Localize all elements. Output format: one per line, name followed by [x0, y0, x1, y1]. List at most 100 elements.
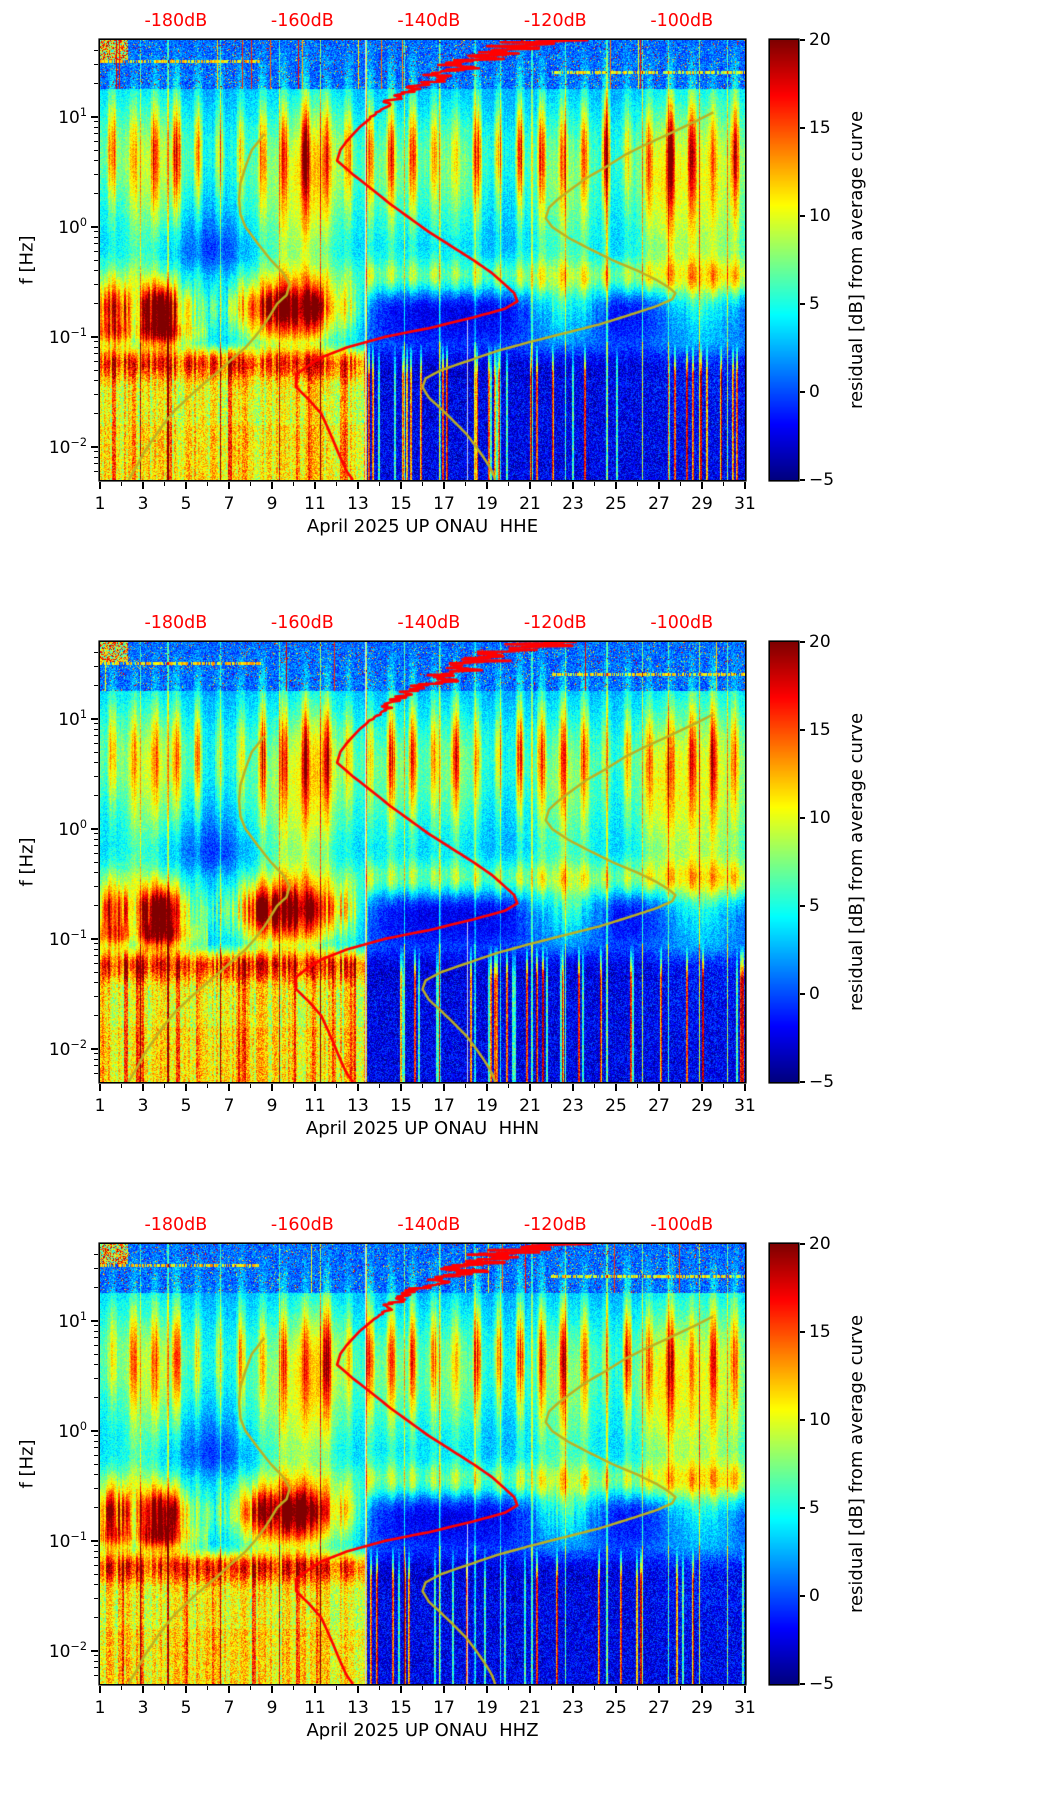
y-minor-tick — [94, 1573, 99, 1575]
y-minor-tick — [94, 775, 99, 777]
y-major-tick — [91, 116, 99, 118]
x-major-tick — [314, 481, 316, 489]
colorbar-label: residual [dB] from average curve — [846, 110, 867, 410]
top-axis-tick-label: -120dB — [523, 11, 587, 31]
y-minor-tick — [94, 259, 99, 261]
x-tick-label: 27 — [648, 1698, 670, 1718]
x-minor-tick — [293, 1083, 294, 1088]
x-minor-tick — [250, 1083, 251, 1088]
top-axis-tick-label: -160dB — [270, 613, 334, 633]
y-minor-tick — [94, 1344, 99, 1346]
y-minor-tick — [94, 1655, 99, 1657]
top-axis-tick-label: -180dB — [144, 613, 208, 633]
top-axis-tick-label: -120dB — [523, 613, 587, 633]
y-axis-label: f [Hz] — [16, 1439, 38, 1489]
y-minor-tick — [94, 905, 99, 907]
x-minor-tick — [207, 481, 208, 486]
colorbar-canvas — [770, 642, 798, 1082]
y-minor-tick — [94, 1474, 99, 1476]
x-minor-tick — [250, 1685, 251, 1690]
y-minor-tick — [94, 971, 99, 973]
top-axis-tick-label: -100dB — [650, 11, 714, 31]
y-minor-tick — [94, 1254, 99, 1256]
x-tick-label: 13 — [347, 1096, 369, 1116]
x-major-tick — [228, 481, 230, 489]
y-tick-label: 101 — [58, 106, 87, 128]
y-tick-label: 10−2 — [48, 1038, 87, 1060]
x-minor-tick — [680, 481, 681, 486]
colorbar-tick — [799, 1081, 805, 1083]
top-axis-tick-label: -140dB — [397, 613, 461, 633]
y-minor-tick — [94, 470, 99, 472]
x-minor-tick — [422, 1685, 423, 1690]
colorbar-tick — [799, 479, 805, 481]
y-minor-tick — [94, 63, 99, 65]
colorbar-tick — [799, 1595, 805, 1597]
x-tick-label: 31 — [734, 1698, 756, 1718]
colorbar-tick-label: 10 — [809, 1410, 831, 1430]
y-tick-label: 10−2 — [48, 1640, 87, 1662]
x-tick-label: 15 — [390, 1698, 412, 1718]
colorbar-tick — [799, 817, 805, 819]
y-minor-tick — [94, 861, 99, 863]
y-major-tick — [91, 1430, 99, 1432]
x-minor-tick — [207, 1083, 208, 1088]
x-minor-tick — [637, 1685, 638, 1690]
colorbar-tick — [799, 303, 805, 305]
x-major-tick — [701, 1685, 703, 1693]
y-minor-tick — [94, 955, 99, 957]
x-major-tick — [99, 1685, 101, 1693]
y-minor-tick — [94, 995, 99, 997]
x-major-tick — [228, 1685, 230, 1693]
x-minor-tick — [723, 1083, 724, 1088]
y-minor-tick — [94, 1487, 99, 1489]
x-tick-label: 15 — [390, 1096, 412, 1116]
x-tick-label: 21 — [519, 1698, 541, 1718]
y-minor-tick — [94, 1584, 99, 1586]
x-major-tick — [701, 481, 703, 489]
x-tick-label: 25 — [605, 494, 627, 514]
colorbar-tick-label: 0 — [809, 1586, 820, 1606]
x-major-tick — [529, 1083, 531, 1091]
x-major-tick — [357, 1685, 359, 1693]
x-major-tick — [271, 1685, 273, 1693]
colorbar-tick — [799, 1243, 805, 1245]
colorbar-tick — [799, 993, 805, 995]
y-minor-tick — [94, 949, 99, 951]
y-major-tick — [91, 446, 99, 448]
x-tick-label: 13 — [347, 1698, 369, 1718]
x-tick-label: 21 — [519, 1096, 541, 1116]
y-minor-tick — [94, 885, 99, 887]
colorbar-tick — [799, 1331, 805, 1333]
x-major-tick — [658, 1083, 660, 1091]
top-axis-tick-label: -120dB — [523, 1215, 587, 1235]
x-tick-label: 3 — [137, 494, 149, 514]
y-minor-tick — [94, 943, 99, 945]
y-tick-label: 10−2 — [48, 436, 87, 458]
y-minor-tick — [94, 121, 99, 123]
y-minor-tick — [94, 1435, 99, 1437]
colorbar-tick-label: 0 — [809, 984, 820, 1004]
x-minor-tick — [594, 1685, 595, 1690]
colorbar-tick-label: 10 — [809, 808, 831, 828]
colorbar-tick — [799, 39, 805, 41]
colorbar-canvas — [770, 1244, 798, 1684]
x-minor-tick — [508, 481, 509, 486]
spectrogram-canvas — [100, 40, 745, 480]
y-minor-tick — [94, 735, 99, 737]
top-axis-tick-label: -180dB — [144, 11, 208, 31]
x-tick-label: 9 — [266, 1698, 278, 1718]
x-major-tick — [744, 1685, 746, 1693]
colorbar — [770, 40, 798, 480]
top-axis-tick-label: -180dB — [144, 1215, 208, 1235]
y-minor-tick — [94, 173, 99, 175]
y-minor-tick — [94, 1674, 99, 1676]
x-major-tick — [142, 1685, 144, 1693]
x-major-tick — [744, 1083, 746, 1091]
x-tick-label: 23 — [562, 1698, 584, 1718]
y-minor-tick — [94, 463, 99, 465]
x-minor-tick — [293, 1685, 294, 1690]
y-major-tick — [91, 336, 99, 338]
